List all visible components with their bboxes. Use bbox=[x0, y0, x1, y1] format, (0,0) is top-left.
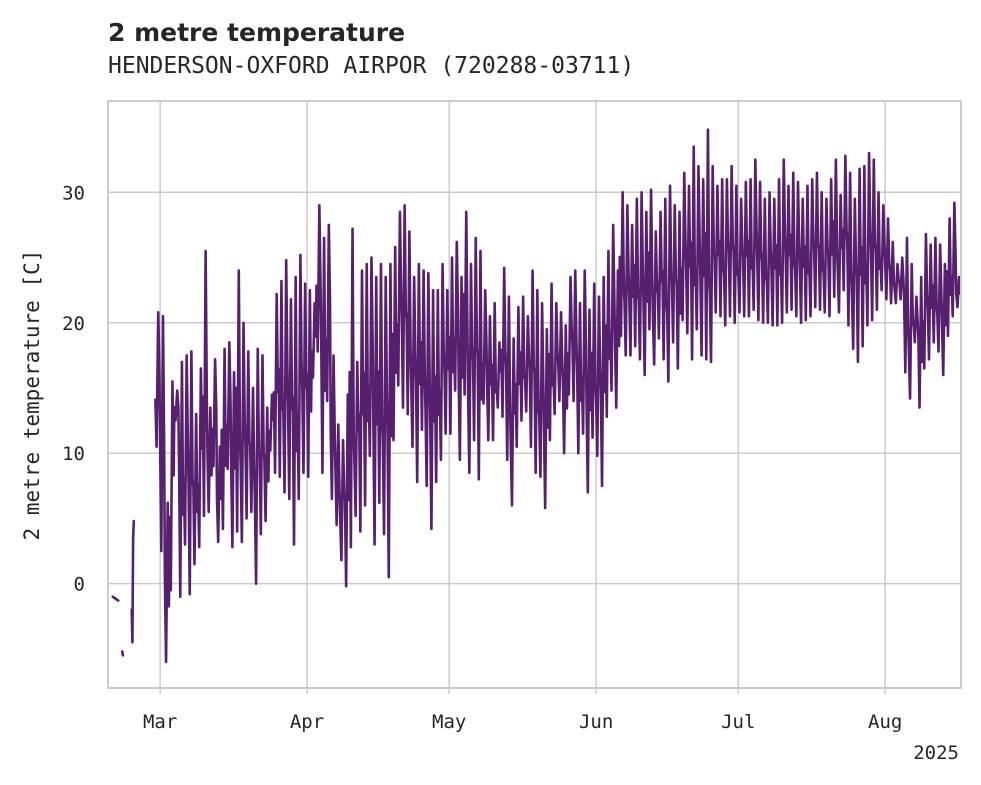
x-tick-label: May bbox=[432, 711, 466, 733]
y-axis-label: 2 metre temperature [C] bbox=[20, 250, 44, 541]
temperature-line-segment bbox=[130, 519, 136, 644]
chart-title: 2 metre temperature bbox=[108, 18, 405, 47]
temperature-line-segment bbox=[154, 128, 962, 664]
x-tick-labels: Mar Apr May Jun Jul Aug bbox=[143, 711, 902, 733]
x-tick-label: Apr bbox=[290, 711, 324, 733]
y-tick-label: 0 bbox=[74, 574, 85, 596]
x-tick-label: Mar bbox=[143, 711, 177, 733]
chart-subtitle: HENDERSON-OXFORD AIRPOR (720288-03711) bbox=[108, 53, 634, 79]
temperature-series bbox=[111, 128, 962, 664]
x-tick-label: Aug bbox=[868, 711, 902, 733]
y-tick-labels: 0 10 20 30 bbox=[62, 182, 85, 595]
x-tick-label: Jul bbox=[721, 711, 755, 733]
temperature-line-segment bbox=[120, 650, 125, 657]
y-tick-label: 20 bbox=[62, 313, 85, 335]
y-tick-label: 10 bbox=[62, 443, 85, 465]
y-tick-label: 30 bbox=[62, 182, 85, 204]
x-year-label: 2025 bbox=[913, 742, 959, 764]
temperature-line-segment bbox=[111, 595, 120, 602]
x-tick-label: Jun bbox=[579, 711, 613, 733]
plot-frame bbox=[107, 100, 962, 689]
